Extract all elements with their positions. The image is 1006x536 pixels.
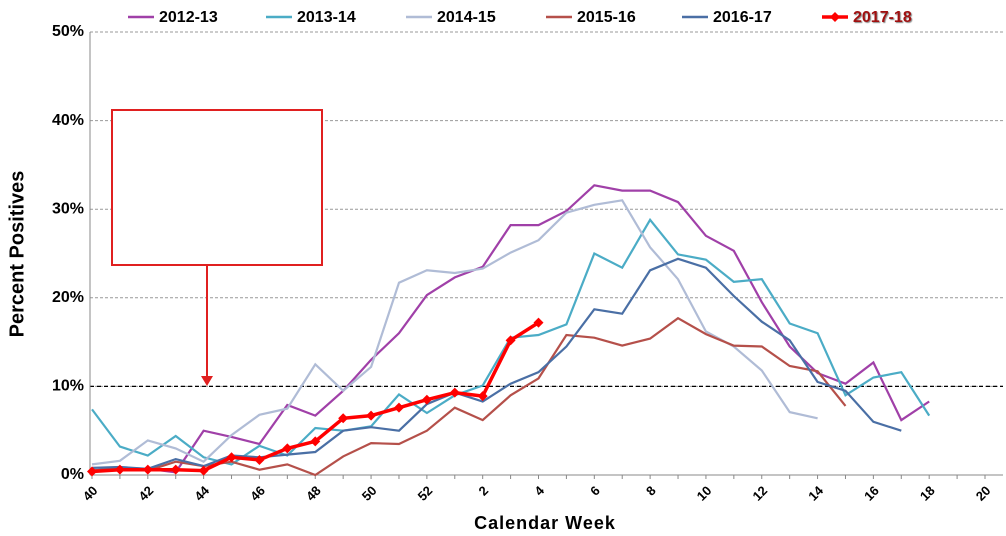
x-tick-label: 4	[531, 482, 547, 498]
x-tick-label: 10	[694, 483, 715, 504]
annotation-box	[111, 109, 323, 266]
point-marker	[282, 443, 293, 454]
point-marker	[449, 387, 460, 398]
x-tick-label: 8	[643, 483, 659, 499]
x-tick-label: 14	[805, 482, 826, 503]
point-marker	[198, 465, 209, 476]
point-marker	[170, 464, 181, 475]
point-marker	[366, 410, 377, 421]
x-tick-label: 2	[476, 483, 492, 499]
point-marker	[142, 464, 153, 475]
legend-label: 2017-18	[853, 9, 912, 26]
x-tick-label: 48	[303, 483, 324, 504]
point-marker	[505, 335, 516, 346]
point-marker	[114, 464, 125, 475]
legend-label: 2012-13	[159, 9, 218, 26]
y-axis-title: Percent Positives	[6, 171, 28, 338]
y-tick-label: 40%	[52, 112, 84, 129]
x-tick-label: 46	[247, 483, 268, 504]
x-tick-label: 20	[973, 483, 994, 504]
y-tick-label: 0%	[61, 466, 84, 483]
point-marker	[87, 466, 97, 477]
legend-label: 2013-14	[297, 9, 356, 26]
point-marker	[477, 391, 488, 402]
legend-label: 2014-15	[437, 9, 496, 26]
y-tick-label: 30%	[52, 200, 84, 217]
point-marker	[533, 317, 544, 328]
series-line	[91, 199, 818, 466]
x-tick-label: 42	[136, 483, 157, 504]
y-tick-label: 20%	[52, 289, 84, 306]
x-tick-label: 50	[359, 483, 380, 504]
y-tick-label: 50%	[52, 23, 84, 40]
legend-marker	[830, 12, 840, 22]
legend-label: 2015-16	[577, 9, 636, 26]
point-marker	[421, 394, 432, 405]
arrow-head	[201, 376, 213, 386]
point-marker	[254, 454, 265, 465]
x-tick-label: 16	[861, 483, 882, 504]
x-tick-label: 40	[80, 483, 101, 504]
x-tick-label: 18	[917, 483, 938, 504]
point-marker	[310, 436, 321, 447]
legend-label: 2016-17	[713, 9, 772, 26]
series-line	[91, 257, 902, 470]
point-marker	[226, 452, 237, 463]
y-tick-label: 10%	[52, 378, 84, 395]
point-marker	[393, 402, 404, 413]
x-tick-label: 6	[587, 483, 603, 499]
x-axis-title: Calendar Week	[474, 513, 616, 533]
series-line	[91, 184, 930, 474]
point-marker	[338, 413, 349, 424]
x-tick-label: 52	[415, 483, 436, 504]
x-tick-label: 12	[749, 483, 770, 504]
x-tick-label: 44	[191, 482, 212, 503]
